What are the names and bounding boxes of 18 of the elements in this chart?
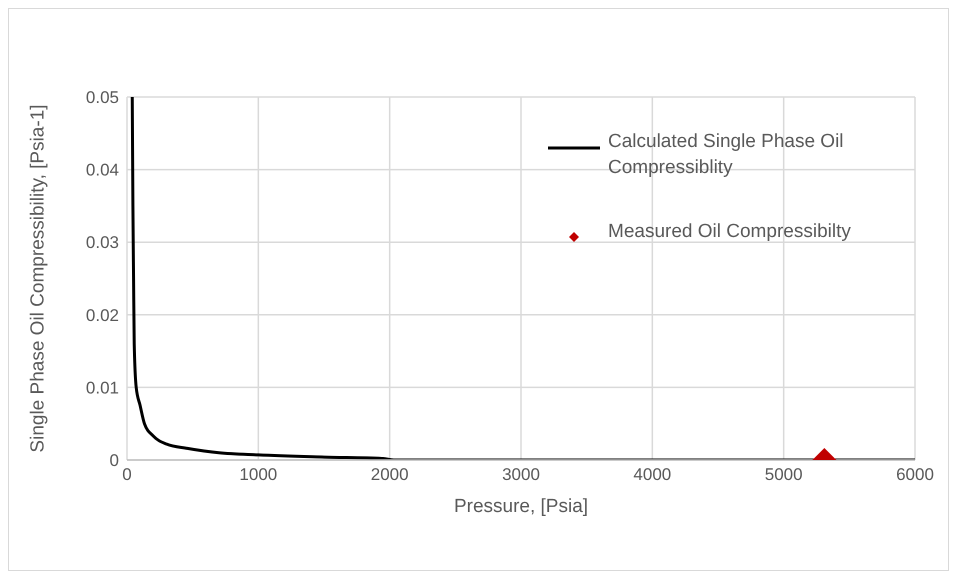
x-tick-label: 3000 — [502, 465, 540, 484]
x-tick-label: 0 — [122, 465, 132, 484]
y-axis-title: Single Phase Oil Compressibility, [Psia-1] — [28, 104, 49, 453]
y-tick-label: 0.04 — [86, 160, 119, 180]
x-tick-label: 4000 — [633, 465, 672, 484]
x-tick-label: 6000 — [896, 465, 934, 484]
legend-label: Calculated Single Phase Oil Compressiblity — [608, 130, 845, 180]
x-tick-label: 1000 — [239, 465, 278, 484]
y-tick-label: 0 — [110, 451, 119, 470]
line-series — [130, 97, 915, 460]
y-tick-label: 0.03 — [86, 233, 119, 252]
y-tick-label: 0.02 — [86, 306, 119, 325]
y-tick-label: 0.05 — [86, 88, 119, 108]
x-axis-title: Pressure, [Psia] — [454, 496, 588, 517]
legend-label: Measured Oil Compressibilty — [608, 220, 851, 244]
x-tick-label: 2000 — [370, 465, 409, 484]
x-tick-label: 5000 — [764, 465, 803, 484]
y-tick-label: 0.01 — [86, 378, 119, 398]
